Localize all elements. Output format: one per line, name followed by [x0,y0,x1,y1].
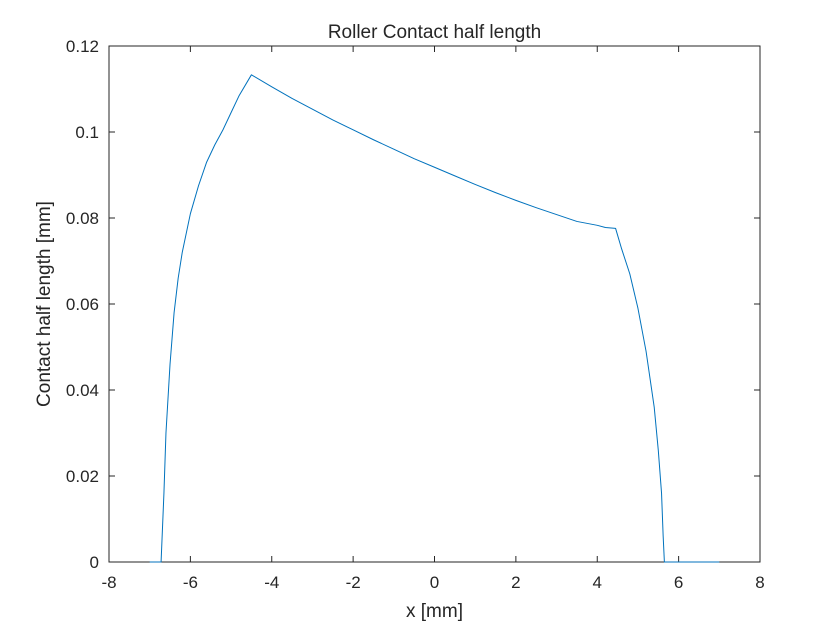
x-tick-label: -8 [101,573,116,592]
y-tick-label: 0 [90,553,99,572]
x-axis-label: x [mm] [406,601,463,622]
chart-title: Roller Contact half length [328,22,541,43]
axis-ticks: -8 -6 -4 -2 0 2 4 6 8 0 0.02 0.04 0.06 0.08 0.1 0.12 [66,37,765,592]
x-tick-label: -4 [264,573,279,592]
x-tick-label: -2 [346,573,361,592]
plot-area [108,45,761,563]
y-tick-label: 0.02 [66,467,99,486]
x-tick-label: 8 [755,573,764,592]
y-tick-label: 0.1 [75,123,99,142]
x-tick-label: 6 [674,573,683,592]
y-tick-label: 0.06 [66,295,99,314]
x-tick-label: -6 [183,573,198,592]
y-tick-label: 0.12 [66,37,99,56]
y-tick-label: 0.04 [66,381,99,400]
series-line-0 [149,74,720,563]
y-axis-label: Contact half length [mm] [34,201,55,407]
x-tick-label: 4 [593,573,602,592]
series-layer [149,74,720,563]
y-tick-label: 0.08 [66,209,99,228]
x-tick-label: 2 [511,573,520,592]
x-tick-label: 0 [430,573,439,592]
